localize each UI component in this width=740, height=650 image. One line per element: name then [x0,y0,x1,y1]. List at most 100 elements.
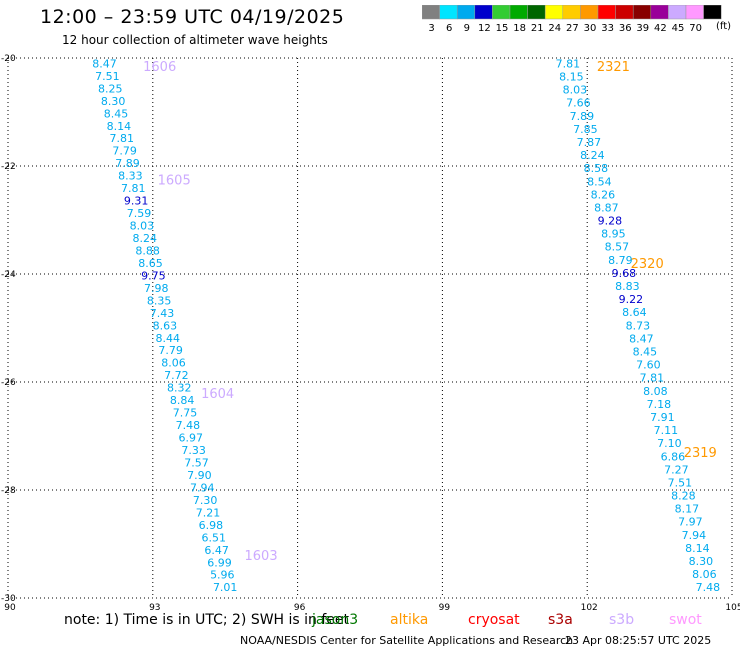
wave-height-value: 8.25 [98,82,123,95]
wave-height-value: 8.30 [689,555,714,568]
wave-height-value: 8.15 [559,70,584,83]
wave-height-value: 7.97 [678,516,703,529]
wave-height-value: 7.11 [654,424,679,437]
chart-title: 12:00 – 23:59 UTC 04/19/2025 [40,6,345,28]
wave-height-value: 8.95 [601,228,626,241]
wave-height-value: 8.17 [675,503,700,516]
wave-height-value: 8.47 [629,332,654,345]
wave-height-value: 7.85 [573,123,598,136]
wave-height-value: 7.10 [657,437,682,450]
pass-time-label: 2320 [631,257,664,272]
wave-height-value: 8.28 [671,490,696,503]
wave-height-value: 7.89 [115,157,140,170]
wave-height-value: 7.66 [566,97,591,110]
legend-label: 12 [478,23,491,34]
wave-height-value: 9.68 [612,267,637,280]
legend-label: 15 [496,23,509,34]
wave-height-value: 8.64 [622,306,647,319]
wave-height-value: 8.30 [101,95,126,108]
wave-height-value: 7.59 [127,207,152,220]
legend-label: 36 [619,23,632,34]
y-tick-label: -26 [1,378,16,388]
wave-height-value: 8.63 [153,319,178,332]
footer-note: note: 1) Time is in UTC; 2) SWH is in fe… [64,612,350,628]
wave-height-value: 7.43 [150,307,175,320]
wave-height-value: 8.14 [685,542,710,555]
wave-height-value: 7.81 [640,372,665,385]
wave-height-value: 8.24 [580,149,605,162]
y-tick-label: -28 [1,486,16,496]
wave-height-value: 7.33 [181,444,206,457]
wave-height-value: 8.84 [170,394,195,407]
color-legend: 3 6 9 12 15 18 21 24 27 30 33 36 39 42 45 70 [422,5,722,34]
wave-height-value: 8.54 [587,175,612,188]
pass-time-label: 1603 [245,549,278,564]
wave-height-value: 8.03 [130,220,155,233]
wave-height-value: 7.87 [577,136,602,149]
mission-label-cryosat: cryosat [468,612,520,628]
wave-height-value: 5.96 [210,569,235,582]
wave-height-value: 8.14 [107,120,132,133]
y-tick-label: -30 [1,594,16,604]
wave-height-value: 6.47 [204,544,229,557]
x-tick-label: 90 [4,603,16,612]
wave-height-value: 6.99 [207,556,232,569]
wave-height-value: 7.30 [193,494,218,507]
wave-height-value: 8.45 [104,107,129,120]
wave-height-value: 7.81 [121,182,146,195]
wave-height-value: 8.47 [92,57,117,70]
wave-height-value: 8.79 [608,254,633,267]
wave-height-value: 7.81 [556,57,581,70]
wave-height-value: 7.94 [190,481,215,494]
mission-label-jason3: jason3 [312,612,359,628]
wave-height-value: 7.21 [196,506,221,519]
wave-height-value: 8.58 [584,162,609,175]
wave-height-value: 7.48 [696,581,721,594]
wave-height-value: 8.06 [161,357,186,370]
wave-height-value: 6.97 [178,432,203,445]
wave-height-value: 7.01 [213,581,238,594]
wave-height-value: 8.73 [626,319,651,332]
legend-swatch [703,5,722,20]
legend-label: 27 [566,23,579,34]
wave-height-value: 8.24 [133,232,158,245]
wave-height-value: 7.94 [682,529,707,542]
wave-height-value: 7.90 [187,469,212,482]
wave-height-value: 7.81 [110,132,135,145]
wave-height-value: 9.22 [619,293,644,306]
wave-height-value: 8.26 [591,188,616,201]
wave-height-value: 8.87 [594,201,619,214]
wave-height-value: 8.88 [135,244,160,257]
y-tick-label: -24 [1,270,16,280]
pass-time-label: 1606 [143,60,176,75]
wave-height-value: 8.57 [605,241,630,254]
altimeter-map: 90 93 96 99 102 105-20-22-24-26-28-308.477.51… [1,54,740,612]
legend-label: 3 [428,23,434,34]
legend-label: 70 [689,23,702,34]
wave-height-value: 6.86 [661,450,686,463]
generated-timestamp: 23 Apr 08:25:57 UTC 2025 [565,634,712,647]
wave-height-value: 7.98 [144,282,169,295]
legend-label: 39 [636,23,649,34]
wave-height-value: 7.79 [158,344,183,357]
mission-label-s3a: s3a [548,612,573,628]
x-tick-label: 105 [725,603,740,612]
pass-time-label: 2321 [597,60,630,75]
pass-time-label: 2319 [684,446,717,461]
x-tick-label: 93 [149,603,160,612]
wave-height-value: 6.51 [201,531,226,544]
wave-height-value: 8.32 [167,382,192,395]
x-tick-label: 99 [439,603,451,612]
wave-height-value: 8.08 [643,385,668,398]
wave-height-value: 7.51 [668,476,693,489]
mission-label-altika: altika [390,612,429,628]
legend-label: 18 [513,23,526,34]
wave-height-value: 8.33 [118,170,143,183]
wave-height-value: 7.75 [173,407,198,420]
wave-height-value: 6.98 [199,519,224,532]
wave-height-value: 7.89 [570,110,595,123]
legend-label: 24 [548,23,561,34]
credit-line: NOAA/NESDIS Center for Satellite Applica… [240,634,574,647]
wave-height-value: 7.57 [184,456,209,469]
y-tick-label: -20 [1,54,16,64]
